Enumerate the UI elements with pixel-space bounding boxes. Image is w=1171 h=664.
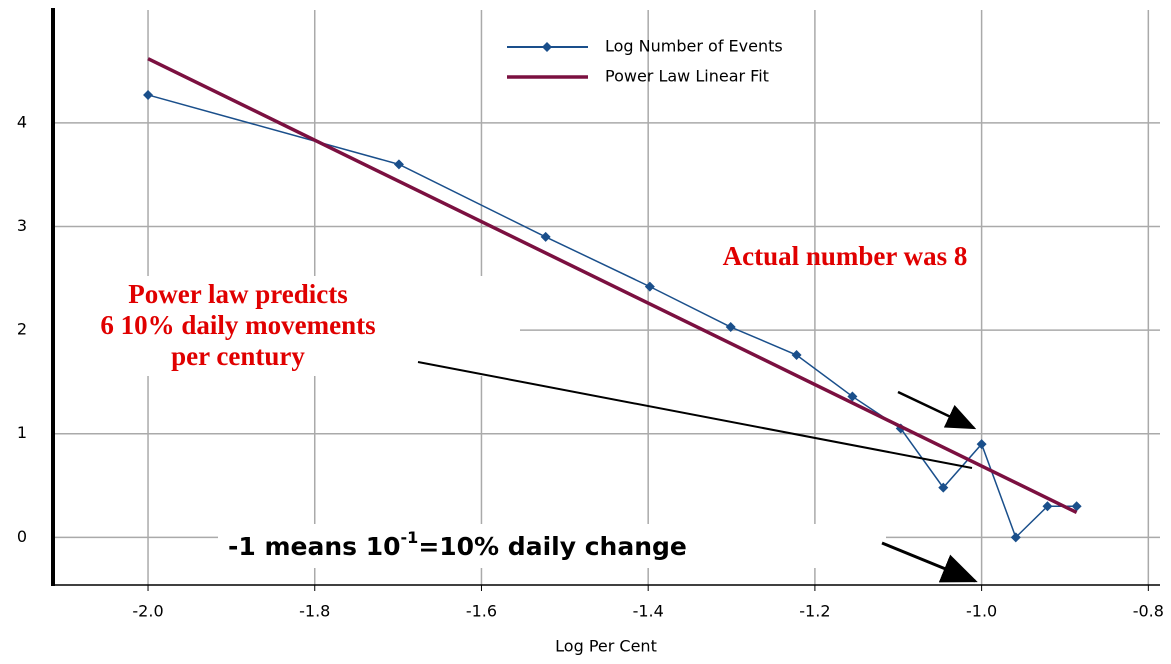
annotation-bg	[218, 524, 886, 568]
point	[976, 439, 987, 450]
pointer-line	[417, 361, 973, 469]
annotation-part: -1 means 10	[228, 532, 401, 561]
point	[1071, 501, 1082, 512]
point	[393, 159, 404, 170]
point	[1010, 532, 1021, 543]
y-tick-label: 4	[17, 112, 27, 131]
point	[644, 281, 655, 292]
point	[847, 391, 858, 402]
legend-label: Power Law Linear Fit	[605, 67, 769, 86]
annotation: 6 10% daily movements	[100, 310, 375, 340]
point	[143, 89, 154, 100]
annotation-sup: -1	[401, 528, 419, 547]
x-tick-label: -1.0	[966, 602, 997, 621]
series-line	[147, 57, 1078, 515]
x-axis-label: Log Per Cent	[555, 637, 657, 656]
annotation: per century	[171, 341, 305, 371]
x-tick-label: -0.8	[1133, 602, 1164, 621]
y-tick-label: 1	[17, 423, 27, 442]
arrow	[897, 390, 977, 430]
x-tick-label: -2.0	[132, 602, 163, 621]
point	[1042, 501, 1053, 512]
x-tick-label: -1.8	[299, 602, 330, 621]
point	[938, 482, 949, 493]
y-tick-label: 2	[17, 320, 27, 339]
point	[540, 231, 551, 242]
point	[791, 350, 802, 360]
arrow	[881, 541, 978, 583]
annotation: -1 means 10-1=10% daily change	[228, 528, 687, 562]
y-tick-label: 0	[17, 527, 27, 546]
point	[725, 322, 736, 333]
legend-label: Log Number of Events	[605, 37, 783, 56]
annotation-part: =10% daily change	[418, 532, 687, 561]
x-tick-label: -1.2	[799, 602, 830, 621]
x-tick-label: -1.4	[633, 602, 664, 621]
x-tick-label: -1.6	[466, 602, 497, 621]
y-tick-label: 3	[17, 216, 27, 235]
legend-marker	[542, 42, 552, 52]
annotation: Actual number was 8	[723, 241, 968, 271]
annotation: Power law predicts	[128, 279, 347, 309]
annotation-bg	[55, 276, 520, 376]
